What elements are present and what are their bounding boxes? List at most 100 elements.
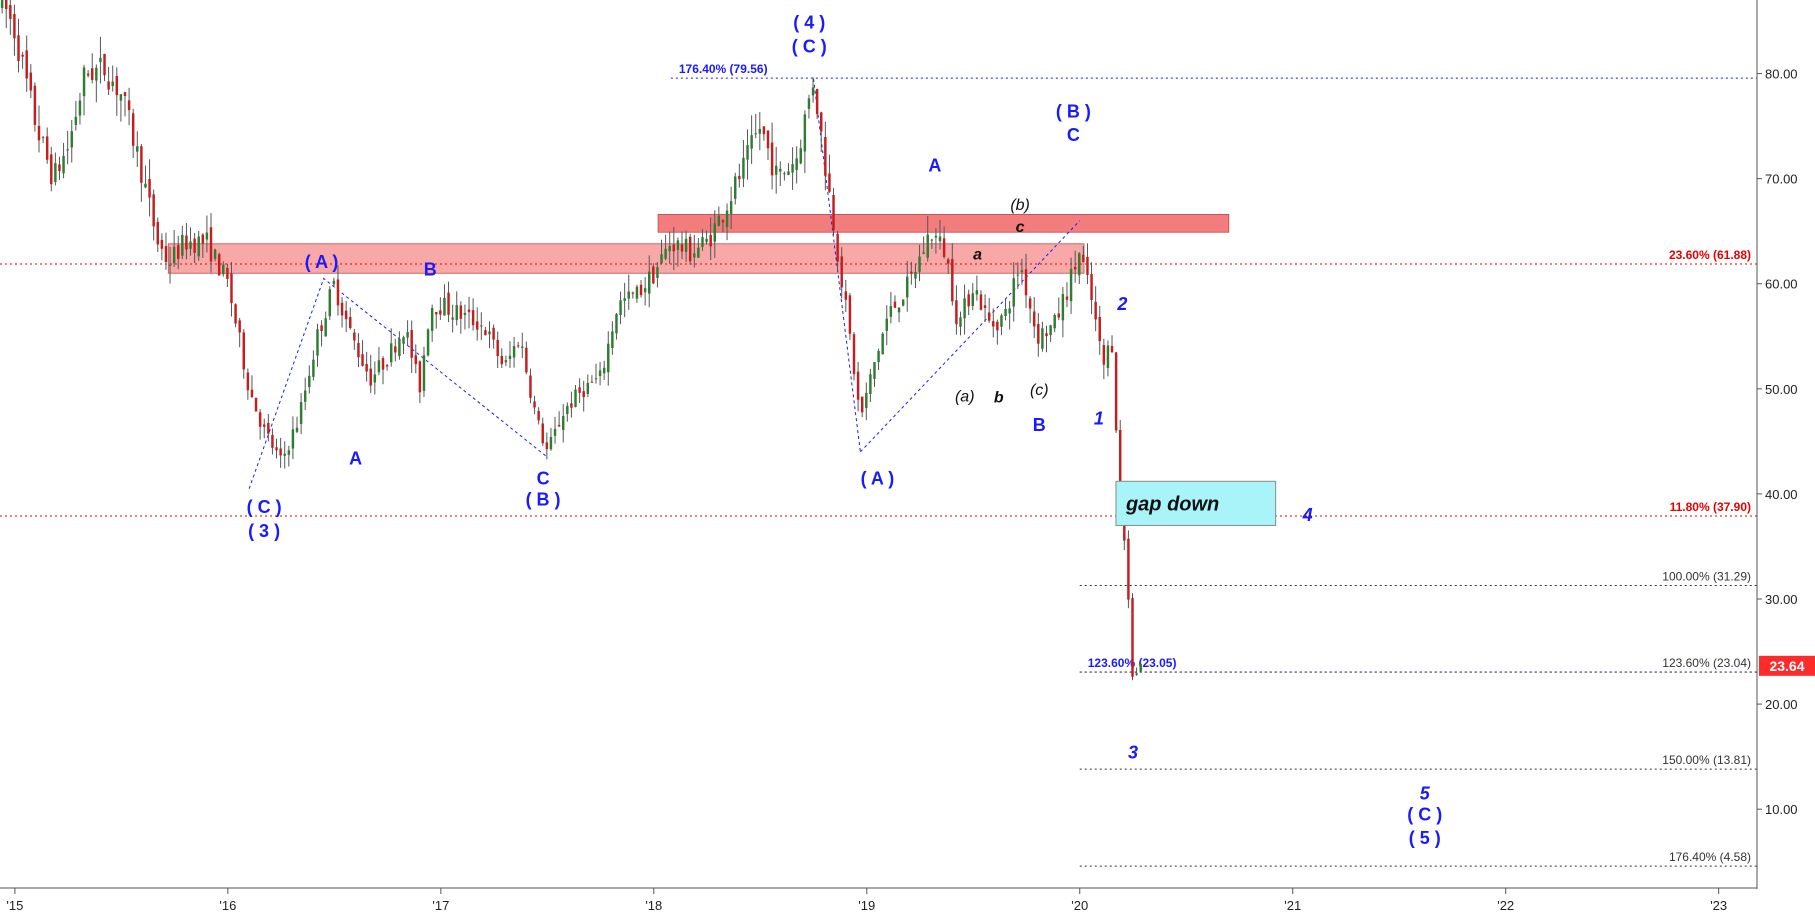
candle-body — [410, 330, 413, 358]
candle-body — [725, 210, 729, 228]
candle-body — [787, 171, 790, 175]
candle-body — [619, 300, 622, 315]
candle-body — [287, 450, 291, 455]
candle-body — [234, 304, 237, 324]
candle-body — [537, 410, 540, 421]
candle-body — [271, 434, 274, 448]
candle-body — [455, 305, 458, 321]
candle-body — [1000, 315, 1003, 327]
wave-label: A — [928, 155, 941, 175]
y-axis[interactable]: 10.00 20.00 30.00 40.00 50.00 60.00 70.00 80.00… — [1756, 0, 1815, 917]
candle-body — [779, 168, 782, 172]
candle-body — [340, 302, 344, 316]
candle-body — [512, 346, 516, 358]
candle-body — [177, 245, 180, 259]
candle-body — [566, 405, 569, 415]
candle-body — [1086, 256, 1089, 275]
candle-body — [955, 300, 958, 325]
candle-body — [181, 234, 184, 256]
candle-body — [193, 238, 196, 253]
candle-body — [1053, 314, 1056, 329]
candle-body — [136, 146, 139, 152]
candle-body — [1065, 296, 1069, 300]
wave-label: ( B ) — [1056, 102, 1091, 122]
candle-body — [885, 318, 889, 331]
candle-body — [426, 329, 430, 356]
candle-body — [447, 292, 450, 315]
current-price-value: 23.64 — [1769, 658, 1804, 674]
candle-body — [398, 339, 401, 357]
candle-body — [918, 256, 921, 272]
candle-body — [1028, 298, 1032, 309]
candle-body — [652, 266, 655, 284]
x-tick-label: '15 — [6, 898, 23, 913]
candle-body — [963, 298, 966, 319]
candle-body — [54, 163, 57, 183]
candle-body — [1008, 308, 1011, 314]
candle-body — [656, 267, 659, 278]
candle-body — [607, 343, 610, 373]
wave-label: C — [1067, 125, 1080, 145]
y-tick-label: 60.00 — [1765, 277, 1798, 292]
candle-body — [971, 293, 975, 306]
candle-body — [1090, 273, 1093, 300]
candle-body — [684, 238, 688, 252]
candle-body — [381, 358, 385, 370]
wave-label: ( 3 ) — [248, 521, 280, 541]
candle-body — [74, 116, 78, 125]
candle-body — [557, 424, 561, 427]
candle-body — [688, 236, 692, 262]
candle-body — [185, 235, 188, 250]
candle-body — [62, 155, 65, 174]
candle-body — [992, 321, 995, 327]
candle-body — [152, 194, 155, 227]
candle-body — [127, 100, 131, 111]
candle-body — [99, 57, 102, 63]
x-axis[interactable]: '15 '16 '17 '18 '19 '20 '21 '22 '23 — [0, 887, 1815, 917]
candle-body — [631, 292, 635, 294]
candle-body — [660, 254, 663, 264]
y-tick-label: 70.00 — [1765, 172, 1798, 187]
candle-body — [521, 346, 524, 348]
candle-body — [37, 125, 41, 141]
y-tick-label: 10.00 — [1765, 802, 1798, 817]
wave-label: c — [1016, 219, 1025, 236]
wave-label: ( C ) — [1407, 805, 1442, 825]
candle-body — [734, 176, 737, 199]
x-tick-label: '16 — [219, 898, 236, 913]
wave-label: B — [424, 259, 437, 279]
candle-body — [570, 403, 573, 408]
candle-body — [168, 264, 172, 266]
candle-body — [504, 360, 508, 363]
wave-label: 1 — [1094, 409, 1104, 429]
candle-body — [713, 223, 716, 242]
candle-body — [639, 284, 643, 296]
y-tick-label: 20.00 — [1765, 697, 1798, 712]
candle-body — [324, 318, 327, 337]
level-label: 23.60% (61.88) — [1669, 248, 1751, 262]
candle-body — [312, 359, 315, 377]
candle-body — [50, 154, 53, 185]
candle-body — [897, 307, 901, 313]
wave-label: C — [537, 468, 550, 488]
candle-body — [9, 5, 12, 19]
candle-body — [222, 264, 225, 275]
candle-body — [680, 244, 684, 252]
candle-body — [561, 416, 565, 430]
candle-body — [103, 53, 106, 76]
candle-body — [389, 343, 393, 363]
candle-body — [230, 273, 233, 304]
candle-body — [623, 298, 626, 301]
candle-body — [1135, 673, 1138, 675]
candle-body — [119, 94, 123, 101]
candle-body — [676, 240, 680, 250]
candle-body — [439, 310, 442, 315]
candle-body — [123, 92, 127, 97]
candle-body — [602, 367, 606, 374]
candle-body — [357, 342, 360, 358]
candle-body — [705, 238, 708, 243]
candle-body — [1078, 253, 1081, 276]
candle-body — [250, 389, 254, 398]
candle-body — [648, 271, 651, 294]
